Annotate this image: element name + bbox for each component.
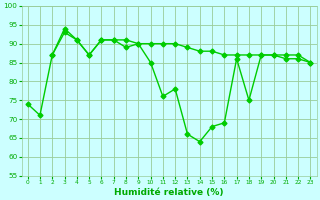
X-axis label: Humidité relative (%): Humidité relative (%) [114,188,224,197]
